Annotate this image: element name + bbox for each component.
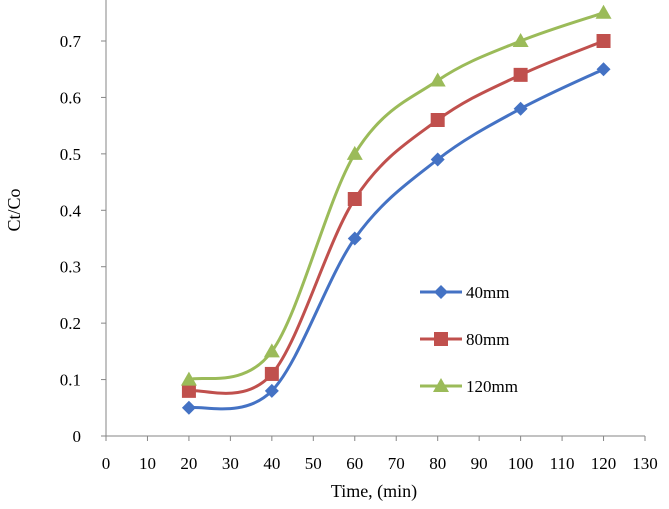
data-point-40mm (347, 231, 362, 246)
x-tick-label: 120 (591, 454, 617, 473)
x-tick-label: 10 (139, 454, 156, 473)
legend-item-80mm: 80mm (420, 330, 509, 349)
y-tick-label: 0.6 (60, 88, 81, 107)
y-tick-label: 0.5 (60, 145, 81, 164)
data-point-80mm (513, 67, 528, 82)
legend-label: 40mm (466, 283, 509, 302)
legend-marker (434, 285, 448, 299)
x-tick-label: 50 (305, 454, 322, 473)
series-80mm (181, 34, 611, 398)
series-120mm (180, 4, 612, 386)
y-tick-label: 0.2 (60, 314, 81, 333)
x-tick-label: 0 (102, 454, 111, 473)
series-line-80mm (188, 39, 605, 395)
legend-item-120mm: 120mm (420, 377, 518, 396)
x-axis-label: Time, (min) (331, 481, 417, 502)
data-point-80mm (181, 383, 196, 398)
data-point-80mm (430, 113, 445, 127)
data-point-120mm (263, 343, 280, 358)
x-tick-label: 110 (550, 454, 575, 473)
x-tick-label: 20 (180, 454, 197, 473)
data-point-120mm (180, 371, 197, 386)
data-point-80mm (264, 366, 279, 381)
x-tick-label: 80 (429, 454, 446, 473)
x-tick-label: 90 (471, 454, 488, 473)
series-line-120mm (188, 11, 605, 382)
legend: 40mm 80mm 120mm (420, 283, 518, 396)
y-tick-label: 0.1 (60, 371, 81, 390)
legend-item-40mm: 40mm (420, 283, 509, 302)
series-line-40mm (188, 67, 605, 411)
x-tick-label: 60 (346, 454, 363, 473)
legend-marker (433, 378, 449, 392)
data-point-80mm (347, 192, 362, 206)
legend-label: 120mm (466, 377, 518, 396)
series-40mm (181, 62, 611, 415)
y-tick-label: 0 (73, 427, 82, 446)
data-point-40mm (513, 101, 528, 116)
x-tick-label: 30 (222, 454, 239, 473)
legend-marker (434, 332, 448, 346)
data-point-120mm (512, 33, 529, 47)
y-axis-label: Ct/Co (4, 188, 24, 231)
data-point-40mm (264, 383, 279, 398)
x-tick-label: 70 (388, 454, 405, 473)
series-layer (180, 4, 612, 415)
y-tick-label: 0.7 (60, 32, 82, 51)
x-tick-label: 130 (632, 454, 658, 473)
data-point-80mm (596, 34, 611, 48)
x-tick-label: 40 (263, 454, 280, 473)
data-point-120mm (429, 72, 446, 87)
data-point-120mm (346, 145, 363, 160)
data-point-40mm (430, 152, 445, 167)
x-tick-label: 100 (508, 454, 534, 473)
data-point-120mm (595, 4, 612, 19)
data-point-40mm (181, 400, 196, 415)
y-tick-label: 0.3 (60, 258, 81, 277)
data-point-40mm (596, 62, 611, 77)
axes: 0 10 20 30 40 50 60 70 80 90 100 110 120 130 0 0.1 0.2 0.… (60, 0, 658, 473)
legend-label: 80mm (466, 330, 509, 349)
y-tick-label: 0.4 (60, 201, 82, 220)
